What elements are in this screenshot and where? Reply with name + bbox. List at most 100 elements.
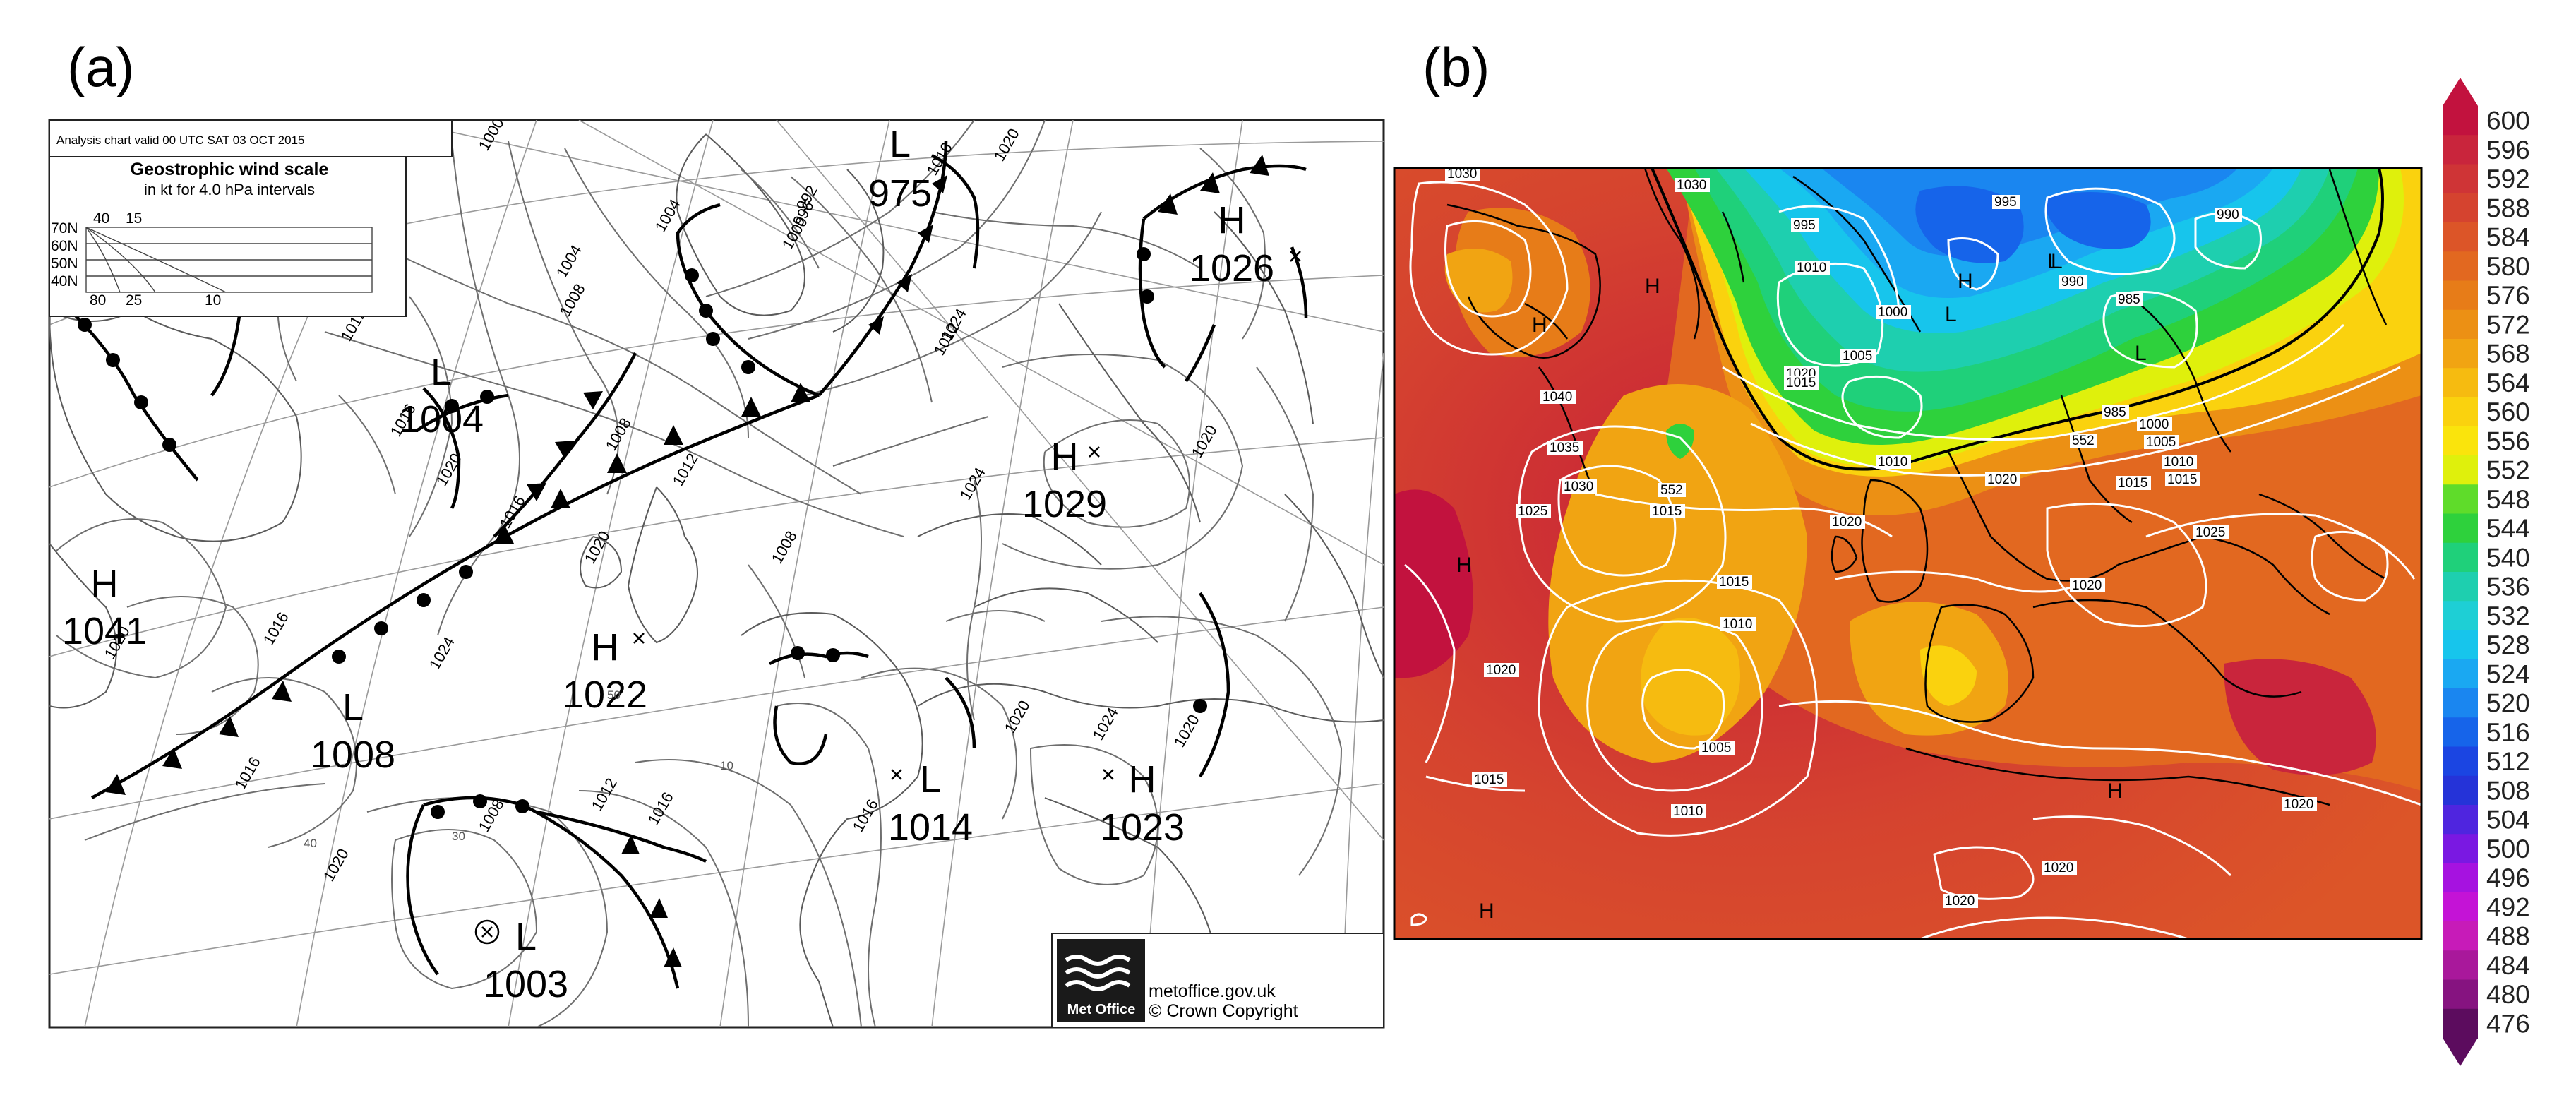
colorbar-swatch (2443, 659, 2478, 689)
colorbar-level: 544 (2486, 514, 2530, 543)
map-system: H (1645, 275, 1660, 298)
contour-label: 1000 (2139, 417, 2169, 432)
colorbar-swatch (2443, 280, 2478, 311)
colorbar-swatch (2443, 746, 2478, 777)
contour-label: 1025 (1518, 504, 1547, 519)
pressure-systems: L 975 H 1026 L 1004 H 1029 H 1041 H 1022… (62, 123, 1274, 1005)
system-type: L (431, 351, 452, 393)
contour-label: 1025 (2195, 525, 2225, 540)
contour-label-bg (2162, 455, 2197, 469)
contour-label: 1010 (1723, 617, 1752, 632)
colorbar-swatch (2443, 1008, 2478, 1039)
contour-label-bg (1876, 305, 1911, 319)
contour-label: 1020 (1486, 663, 1516, 678)
colorbar-level: 524 (2486, 659, 2530, 688)
system-type: L (515, 916, 537, 958)
colorbar-swatch (2443, 222, 2478, 253)
contour-label-bg (1795, 261, 1830, 275)
colorbar-level: 476 (2486, 1009, 2530, 1038)
contour-label: 1010 (1673, 804, 1703, 819)
panel-a-chart: L 975 H 1026 L 1004 H 1029 H 1041 H 1022… (48, 119, 1385, 1029)
met-office-logo: Met Office (1057, 939, 1145, 1022)
colorbar-level: 560 (2486, 397, 2530, 426)
contour-label-bg (2116, 292, 2143, 306)
colorbar-swatch (2443, 106, 2478, 136)
speed-label: 50 (607, 688, 621, 702)
contour-label-bg (1943, 894, 1978, 908)
map-system: H (1532, 313, 1547, 337)
colorbar-swatch (2443, 630, 2478, 660)
map-system: H (1479, 899, 1494, 923)
chart-valid-time: Analysis chart valid 00 UTC SAT 03 OCT 2… (56, 133, 305, 147)
contour-label-bg (1720, 617, 1756, 631)
contour-label: 1020 (1945, 894, 1975, 909)
colorbar-level: 552 (2486, 456, 2530, 485)
colorbar-level: 596 (2486, 136, 2530, 165)
contour-label-bg (2070, 434, 2097, 448)
colorbar-swatch (2443, 309, 2478, 340)
colorbar-level: 508 (2486, 776, 2530, 805)
colorbar-level: 532 (2486, 602, 2530, 630)
contour-label: 1020 (2044, 861, 2073, 875)
contour-label: 1005 (1843, 349, 1872, 364)
colorbar-swatch (2443, 979, 2478, 1010)
speed-label: 10 (720, 759, 733, 772)
colorbar-swatch (2443, 805, 2478, 835)
system-value: 1008 (311, 734, 395, 776)
colorbar-level: 556 (2486, 426, 2530, 455)
colorbar-level: 540 (2486, 543, 2530, 572)
contour-label-bg (1562, 479, 1597, 494)
fronts (69, 141, 1308, 989)
contour-label-bg (1791, 218, 1819, 232)
colorbar-level: 496 (2486, 863, 2530, 892)
system-value: 975 (868, 172, 932, 215)
contour-label-bg (2165, 472, 2200, 486)
colorbar-level: 536 (2486, 573, 2530, 602)
contour-label: 985 (2104, 405, 2126, 420)
colorbar-swatch (2443, 513, 2478, 544)
contour-label-bg (1540, 390, 1576, 404)
contour-label-bg (1699, 741, 1735, 755)
colorbar-swatch (2443, 717, 2478, 748)
panel-b-map: H H H L L H L L H H 10301030104010351030… (1393, 167, 2423, 940)
speed-label: 40 (304, 837, 317, 850)
logo-text: Met Office (1067, 1002, 1136, 1017)
wind-scale-box (49, 156, 407, 317)
colorbar-swatch (2443, 775, 2478, 806)
contour-label-bg (1784, 376, 1819, 390)
colorbar-level: 488 (2486, 922, 2530, 951)
colorbar-swatch (2443, 863, 2478, 893)
colorbar-swatch (2443, 164, 2478, 194)
contour-label: 1010 (1797, 261, 1826, 275)
colorbar-swatch (2443, 135, 2478, 165)
contour-label-bg (1830, 515, 1865, 529)
colorbar-swatch (2443, 834, 2478, 864)
system-value: 1022 (563, 674, 647, 716)
front-symbols (78, 155, 1269, 967)
contour-label-bg (1876, 455, 1911, 469)
colorbar-top-arrow (2443, 78, 2478, 106)
map-system: H (1958, 270, 1973, 293)
colorbar-level: 528 (2486, 630, 2530, 659)
colorbar-swatch (2443, 601, 2478, 631)
contour-label-bg (2070, 578, 2105, 592)
contour-label-bg (1445, 168, 1480, 181)
system-value: 1004 (399, 398, 484, 441)
system-value: 1041 (62, 610, 147, 652)
map-system: H (1456, 554, 1472, 577)
chart-header-box (49, 119, 453, 157)
contour-label: 1010 (1878, 455, 1907, 470)
contour-label: 1035 (1550, 441, 1579, 455)
footer-copyright: © Crown Copyright (1149, 1001, 1298, 1021)
contour-label: 1030 (1447, 167, 1477, 181)
contour-label-bg (1472, 772, 1507, 787)
colorbar-level: 512 (2486, 747, 2530, 776)
scale-bottom-value: 25 (126, 292, 142, 309)
wind-scale-grid (85, 227, 373, 293)
colorbar-swatch (2443, 688, 2478, 719)
contour-label: 1015 (1786, 376, 1816, 390)
colorbar-swatch (2443, 426, 2478, 456)
contour-label: 1005 (1701, 741, 1731, 755)
colorbar-level: 492 (2486, 892, 2530, 921)
